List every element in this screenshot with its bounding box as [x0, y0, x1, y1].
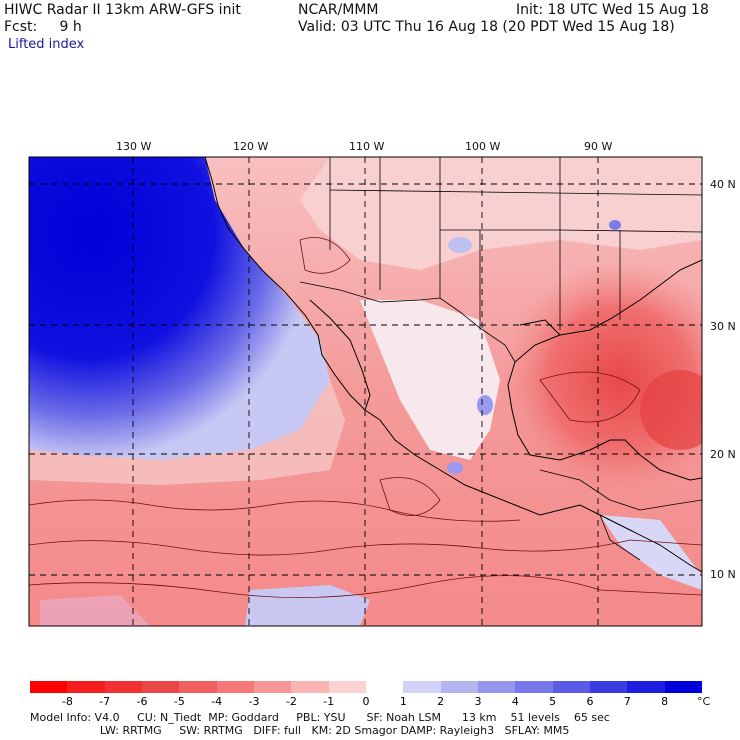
colorbar-label: -8 [61, 695, 73, 708]
lon-label-130w: 130 W [116, 140, 152, 153]
model-info-line1: Model Info: V4.0 CU: N_Tiedt MP: Goddard… [30, 711, 610, 724]
colorbar-swatch [627, 681, 666, 693]
central-america-patch [600, 515, 702, 590]
colorbar-swatch [366, 681, 404, 693]
midwest-stable-spot [609, 220, 621, 230]
colorbar-label: -6 [136, 695, 148, 708]
field-name: Lifted index [8, 37, 85, 52]
colorbar-label: 7 [623, 695, 631, 708]
lon-label-90w: 90 W [584, 140, 613, 153]
colorbar-swatch [179, 681, 218, 693]
mexican-plateau-region [360, 300, 500, 460]
colorbar-label: -2 [285, 695, 297, 708]
colorbar-label: -4 [211, 695, 223, 708]
borders [299, 157, 702, 561]
colorbar-swatch [67, 681, 106, 693]
pacific-transition-band [29, 380, 345, 485]
rockies-stable-spot [448, 237, 472, 253]
southwest-patch [40, 595, 150, 626]
colorbar-swatch [590, 681, 628, 693]
colorbar-label: 5 [549, 695, 557, 708]
map-frame [28, 156, 703, 627]
colorbar-swatch [291, 681, 330, 693]
lat-label-20n: 20 N [710, 448, 736, 461]
colorbar-swatch [142, 681, 180, 693]
lon-label-120w: 120 W [233, 140, 269, 153]
valid-time: Valid: 03 UTC Thu 16 Aug 18 (20 PDT Wed … [298, 19, 675, 35]
colorbar-swatch [664, 681, 703, 693]
colorbar-swatch [30, 681, 68, 693]
colorbar-label: 8 [661, 695, 669, 708]
init-time: Init: 18 UTC Wed 15 Aug 18 [516, 2, 709, 18]
colorbar-label: 0 [362, 695, 370, 708]
plateau-stable-spot-2 [447, 462, 463, 474]
forecast-hour: Fcst: 9 h [4, 19, 82, 35]
colorbar-label: 6 [586, 695, 594, 708]
colorbar-label: -7 [99, 695, 111, 708]
equatorial-blue-patch [245, 585, 370, 626]
colorbar-swatch [216, 681, 255, 693]
colorbar-swatch [104, 681, 143, 693]
colorbar-swatch [328, 681, 367, 693]
colorbar-swatch [403, 681, 442, 693]
us-interior-region [300, 157, 702, 270]
lat-label-30n: 30 N [710, 320, 736, 333]
colorbar-unit: °C [697, 695, 711, 708]
colorbar-swatch [515, 681, 554, 693]
colorbar-label: 3 [474, 695, 482, 708]
colorbar-swatch [478, 681, 516, 693]
model-title: HIWC Radar II 13km ARW-GFS init [4, 2, 241, 18]
pacific-stable-region [29, 157, 330, 460]
lat-lon-grid [29, 157, 702, 626]
caribbean-max-region [640, 370, 702, 450]
plateau-stable-spot [477, 395, 493, 415]
colorbar-label: 1 [399, 695, 407, 708]
colorbar-label: 2 [437, 695, 445, 708]
lat-label-40n: 40 N [710, 178, 736, 191]
model-info-line2: LW: RRTMG SW: RRTMG DIFF: full KM: 2D Sm… [30, 724, 570, 737]
colorbar-label: -5 [173, 695, 185, 708]
lon-label-110w: 110 W [349, 140, 385, 153]
colorbar-swatch [254, 681, 292, 693]
lat-label-10n: 10 N [710, 568, 736, 581]
org-label: NCAR/MMM [298, 2, 379, 18]
contours [29, 237, 702, 598]
lon-label-100w: 100 W [465, 140, 501, 153]
coastlines [204, 157, 702, 573]
gulf-unstable-region [500, 260, 702, 500]
colorbar-swatch [552, 681, 591, 693]
colorbar-label: -1 [323, 695, 335, 708]
colorbar-label: 4 [511, 695, 519, 708]
colorbar-label: -3 [248, 695, 260, 708]
colorbar-swatch [440, 681, 479, 693]
